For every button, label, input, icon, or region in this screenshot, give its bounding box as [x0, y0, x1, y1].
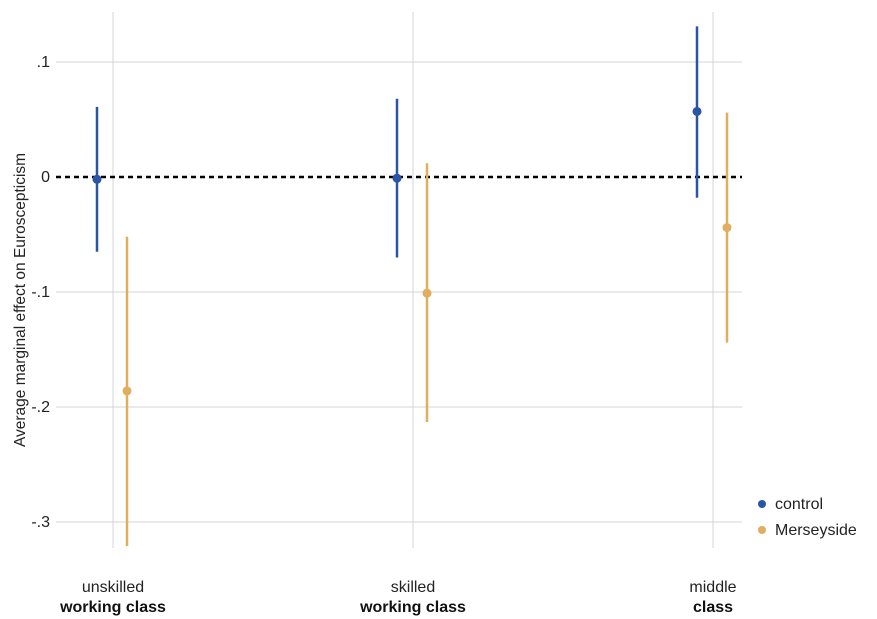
axes: .1 0 -.1 -.2 -.3 unskilled working class skille… — [31, 54, 736, 616]
point-merseyside — [722, 223, 732, 233]
y-tick-label: 0 — [41, 169, 50, 186]
x-tick-label-bold: working class — [59, 599, 166, 616]
y-axis-title: Average marginal effect on Euroscepticis… — [12, 153, 29, 447]
y-tick-label: .1 — [37, 54, 50, 71]
point-control — [692, 106, 702, 116]
x-tick-label: unskilled — [82, 579, 144, 596]
x-tick-label-bold: working class — [359, 599, 466, 616]
series-group — [92, 26, 732, 547]
y-tick-label: -.1 — [31, 284, 50, 301]
point-merseyside — [122, 386, 132, 396]
y-tick-label: -.3 — [31, 514, 50, 531]
legend-label-control: control — [775, 496, 823, 513]
legend-marker-merseyside — [758, 526, 766, 534]
point-control — [92, 174, 102, 184]
legend: control Merseyside — [758, 496, 857, 539]
legend-marker-control — [758, 500, 766, 508]
legend-label-merseyside: Merseyside — [775, 522, 857, 539]
x-tick-label-bold: class — [693, 599, 733, 616]
point-control — [392, 173, 402, 183]
grid — [56, 12, 742, 548]
y-tick-label: -.2 — [31, 399, 50, 416]
x-tick-label: middle — [689, 579, 736, 596]
x-tick-label: skilled — [391, 579, 435, 596]
point-merseyside — [422, 288, 432, 298]
